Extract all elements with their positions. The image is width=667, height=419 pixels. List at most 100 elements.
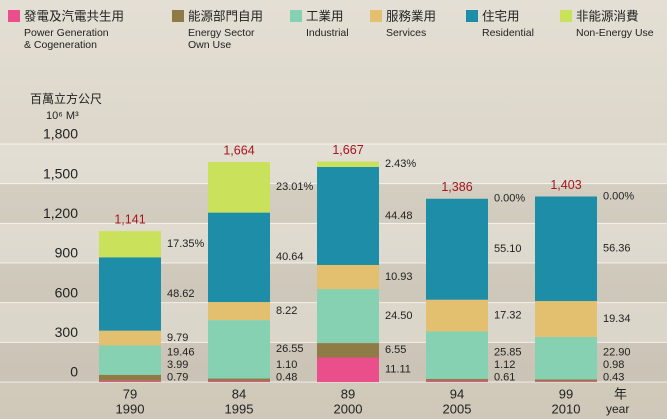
- legend-swatch: [290, 10, 302, 22]
- bar-segment: [426, 331, 488, 379]
- legend-swatch: [172, 10, 184, 22]
- bar-segment: [535, 196, 597, 302]
- x-tick-label: 99: [559, 386, 573, 401]
- bar-segment: [208, 320, 270, 379]
- value-label: 11.11: [385, 364, 411, 376]
- bar-segment: [208, 380, 270, 382]
- x-axis-label: 年: [614, 386, 627, 401]
- y-tick-label: 600: [55, 284, 79, 300]
- value-label: 17.32: [494, 309, 522, 321]
- bar-segment: [317, 264, 379, 290]
- bar-segment: [99, 374, 161, 381]
- legend-swatch: [466, 10, 478, 22]
- value-label: 26.55: [276, 343, 304, 355]
- value-label: 0.61: [494, 371, 515, 383]
- bar-segment: [426, 198, 488, 300]
- y-tick-label: 0: [70, 364, 78, 380]
- legend-label: 非能源消費: [576, 8, 639, 23]
- y-axis-label: 百萬立方公尺: [30, 91, 102, 106]
- legend-swatch: [370, 10, 382, 22]
- value-label: 0.00%: [603, 190, 634, 202]
- bar-segment: [317, 166, 379, 265]
- y-tick-label: 1,500: [43, 165, 78, 181]
- value-label: 2.43%: [385, 158, 416, 170]
- value-label: 0.98: [603, 359, 624, 371]
- value-label: 56.36: [603, 243, 631, 255]
- bar-segment: [317, 289, 379, 344]
- bar-segment: [317, 161, 379, 167]
- legend-label-en: Services: [386, 27, 426, 39]
- x-tick-label: 94: [450, 386, 464, 401]
- x-tick-year: 1990: [116, 401, 145, 416]
- bar-segment: [99, 257, 161, 331]
- x-tick-label: 84: [232, 386, 246, 401]
- value-label: 19.46: [167, 346, 195, 358]
- bar-segment: [535, 381, 597, 382]
- value-label: 0.00%: [494, 193, 525, 205]
- value-label: 23.01%: [276, 181, 314, 193]
- legend-label: 住宅用: [482, 8, 520, 23]
- x-tick-year: 2010: [552, 401, 581, 416]
- bar-segment: [317, 343, 379, 358]
- total-label: 1,403: [550, 178, 581, 192]
- legend-label-en: Industrial: [306, 27, 349, 39]
- bar-segment: [426, 378, 488, 381]
- legend-label: 發電及汽電共生用: [24, 8, 124, 23]
- bar-segment: [99, 231, 161, 258]
- bar-segment: [99, 345, 161, 375]
- value-label: 6.55: [385, 344, 406, 356]
- legend-label: 能源部門自用: [188, 8, 263, 23]
- legend-swatch: [560, 10, 572, 22]
- total-label: 1,667: [332, 143, 363, 157]
- value-label: 44.48: [385, 210, 413, 222]
- x-tick-label: 89: [341, 386, 355, 401]
- y-tick-label: 300: [55, 324, 79, 340]
- x-axis-label-en: year: [606, 402, 629, 416]
- legend-label-en: Residential: [482, 27, 534, 39]
- bar-segment: [317, 357, 379, 382]
- legend-label-en: Energy Sector: [188, 27, 255, 39]
- y-tick-label: 1,800: [43, 126, 78, 142]
- bar-segment: [426, 299, 488, 332]
- value-label: 0.43: [603, 371, 624, 383]
- legend-label-en: & Cogeneration: [24, 39, 97, 51]
- legend-label-en: Own Use: [188, 39, 231, 51]
- legend-label-en: Non-Energy Use: [576, 27, 654, 39]
- value-label: 48.62: [167, 288, 195, 300]
- bar-segment: [535, 336, 597, 380]
- bar-segment: [99, 380, 161, 382]
- value-label: 8.22: [276, 305, 297, 317]
- y-axis-unit: 10⁶ M³: [46, 110, 79, 122]
- bar-segment: [535, 301, 597, 337]
- value-label: 3.99: [167, 359, 188, 371]
- y-tick-label: 1,200: [43, 205, 78, 221]
- legend-swatch: [8, 10, 20, 22]
- x-tick-label: 79: [123, 386, 137, 401]
- total-label: 1,386: [441, 180, 472, 194]
- bar-segment: [535, 379, 597, 382]
- legend-label-en: Power Generation: [24, 27, 109, 39]
- value-label: 1.10: [276, 359, 297, 371]
- value-label: 25.85: [494, 346, 522, 358]
- value-label: 24.50: [385, 310, 413, 322]
- value-label: 9.79: [167, 332, 188, 344]
- bar-segment: [99, 330, 161, 346]
- bar-segment: [208, 212, 270, 303]
- bar-segment: [208, 161, 270, 213]
- legend-label: 工業用: [306, 8, 344, 23]
- value-label: 10.93: [385, 271, 413, 283]
- bar-segment: [208, 378, 270, 381]
- x-tick-year: 2000: [334, 401, 363, 416]
- value-label: 19.34: [603, 313, 631, 325]
- x-tick-year: 2005: [443, 401, 472, 416]
- bar-segment: [208, 302, 270, 321]
- total-label: 1,664: [223, 143, 254, 157]
- bar-segment: [426, 380, 488, 382]
- value-label: 0.79: [167, 371, 188, 383]
- x-tick-year: 1995: [225, 401, 254, 416]
- value-label: 0.48: [276, 371, 297, 383]
- total-label: 1,141: [114, 212, 145, 226]
- value-label: 17.35%: [167, 238, 205, 250]
- legend-label: 服務業用: [386, 8, 436, 23]
